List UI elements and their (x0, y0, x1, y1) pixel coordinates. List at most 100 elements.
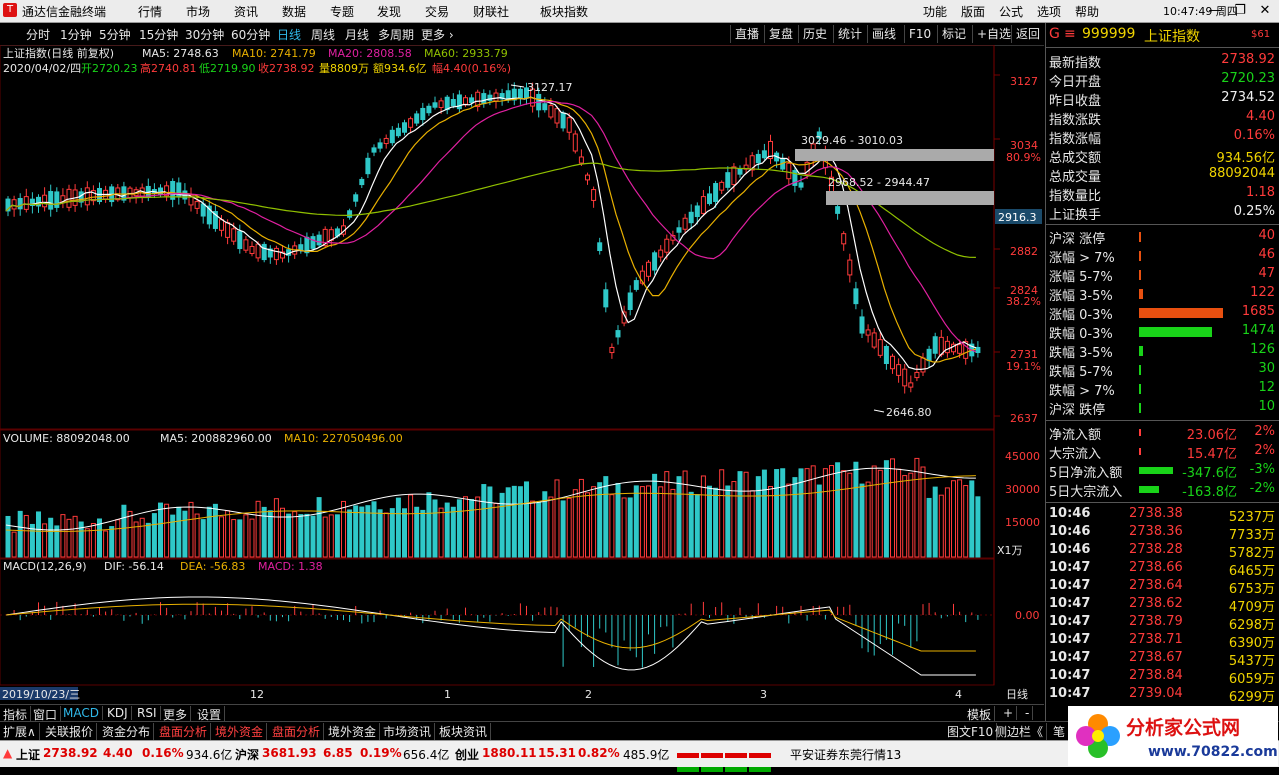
tab-sector-news[interactable]: 板块资讯 (436, 723, 492, 740)
zoom-in-button[interactable]: + (1000, 706, 1018, 720)
volume-bar (316, 497, 322, 558)
candle-body (572, 133, 578, 152)
period-60min[interactable]: 60分钟 (231, 28, 271, 42)
draw-button[interactable]: 画线 (867, 25, 900, 43)
menu-news[interactable]: 资讯 (234, 5, 259, 19)
period-multi[interactable]: 多周期 (378, 28, 415, 42)
volume-bar (365, 505, 371, 558)
volume-bar (414, 506, 420, 558)
tab-kdj[interactable]: KDJ (104, 706, 132, 720)
hs-amount: 656.4亿 (403, 748, 450, 762)
replay-button[interactable]: 复盘 (764, 25, 797, 43)
volume-bar (249, 518, 255, 558)
flow-bar (1139, 486, 1159, 493)
period-15min[interactable]: 15分钟 (139, 28, 179, 42)
candle-body (261, 243, 267, 261)
hs-change: 6.85 (323, 746, 353, 760)
period-tick[interactable]: 分时 (26, 28, 51, 42)
menu-cailianshe[interactable]: 财联社 (473, 5, 510, 19)
menu-sector-index[interactable]: 板块指数 (540, 5, 589, 19)
template-button[interactable]: 模板 (964, 706, 996, 723)
candle-body (646, 261, 651, 277)
tab-window[interactable]: 窗口 (30, 706, 62, 723)
tab-rsi[interactable]: RSI (134, 706, 161, 720)
menu-options[interactable]: 选项 (1037, 5, 1062, 19)
gap-label-2: 2968.52 - 2944.47 (828, 176, 930, 189)
close-icon[interactable]: ✕ (1259, 3, 1271, 18)
tab-related-quotes[interactable]: 关联报价 (42, 723, 98, 740)
menu-function[interactable]: 功能 (923, 5, 948, 19)
breadth-row: 涨幅 > 7% 46 (1049, 247, 1277, 266)
kline-chart[interactable]: 上证指数(日线 前复权) MA5: 2748.63 MA10: 2741.79 … (0, 45, 1044, 704)
zoom-out-button[interactable]: - (1022, 706, 1034, 720)
period-1min[interactable]: 1分钟 (60, 28, 92, 42)
tab-fund-distribution[interactable]: 资金分布 (99, 723, 155, 740)
period-monthly[interactable]: 月线 (345, 28, 370, 42)
history-button[interactable]: 历史 (798, 25, 831, 43)
f10-button[interactable]: F10 (904, 25, 935, 43)
tab-market-news[interactable]: 市场资讯 (380, 723, 436, 740)
volume-bar (66, 518, 72, 558)
tab-market-analysis[interactable]: 盘面分析 (156, 723, 212, 740)
mark-button[interactable]: 标记 (937, 25, 970, 43)
volume-bar (84, 528, 90, 558)
menu-market[interactable]: 市场 (186, 5, 211, 19)
candle-body (877, 339, 883, 356)
tab-foreign-capital[interactable]: 境外资金 (212, 723, 268, 740)
volume-bar (530, 500, 536, 558)
candle-body (395, 127, 401, 137)
candle-body (694, 205, 700, 218)
period-daily[interactable]: 日线 (277, 28, 302, 42)
menu-topics[interactable]: 专题 (330, 5, 355, 19)
tab-expand[interactable]: 扩展∧ (0, 723, 40, 740)
tab-more[interactable]: 更多 (160, 706, 192, 723)
tab-indicator[interactable]: 指标 (0, 706, 32, 723)
period-30min[interactable]: 30分钟 (185, 28, 225, 42)
menu-formula[interactable]: 公式 (999, 5, 1024, 19)
menu-data[interactable]: 数据 (282, 5, 307, 19)
period-more[interactable]: 更多 › (421, 28, 454, 42)
volume-bar (792, 477, 798, 558)
broker-server[interactable]: 平安证券东莞行情13 (790, 748, 902, 762)
volume-bar (499, 492, 505, 558)
vol-tick: 30000 (1005, 483, 1040, 496)
volume-bar (158, 502, 163, 558)
hs-name[interactable]: 沪深 (235, 748, 260, 762)
volume-bar (90, 522, 96, 558)
tick-volume: 6299万 (1228, 690, 1275, 705)
tab-sidebar[interactable]: 侧边栏《 (992, 723, 1048, 740)
menu-trade[interactable]: 交易 (425, 5, 450, 19)
add-watchlist-button[interactable]: +自选 (972, 25, 1015, 43)
breadth-bar (1139, 403, 1141, 413)
menu-icon[interactable]: ≡ (1064, 26, 1076, 42)
candle-body (383, 137, 389, 145)
period-5min[interactable]: 5分钟 (99, 28, 131, 42)
tab-macd[interactable]: MACD (60, 706, 103, 720)
tab-pen[interactable]: 笔 (1050, 723, 1070, 740)
period-weekly[interactable]: 周线 (311, 28, 336, 42)
candle-body (243, 239, 249, 251)
menu-help[interactable]: 帮助 (1075, 5, 1100, 19)
volume-bar (725, 485, 731, 558)
volume-bar (597, 482, 603, 558)
tab-settings[interactable]: 设置 (194, 706, 226, 723)
candle-body (682, 217, 688, 230)
menu-layout[interactable]: 版面 (961, 5, 986, 19)
restore-icon[interactable]: ❐ (1234, 3, 1246, 18)
tab-foreign-capital-2[interactable]: 境外资金 (325, 723, 381, 740)
tab-market-analysis-2[interactable]: 盘面分析 (269, 723, 325, 740)
candle-body (316, 234, 322, 246)
tick-price: 2738.67 (1129, 650, 1183, 665)
cy-name[interactable]: 创业 (455, 748, 480, 762)
live-button[interactable]: 直播 (730, 25, 763, 43)
menu-quotes[interactable]: 行情 (138, 5, 163, 19)
minimize-icon[interactable]: — (1208, 3, 1222, 18)
cursor-price-box (995, 209, 1042, 224)
month-tick: 3 (760, 688, 767, 701)
sh-name[interactable]: 上证 (16, 748, 41, 762)
menu-discover[interactable]: 发现 (377, 5, 402, 19)
back-button[interactable]: 返回 (1011, 25, 1044, 43)
stats-button[interactable]: 统计 (833, 25, 866, 43)
tab-f10-graphic[interactable]: 图文F10 (944, 723, 998, 740)
volume-bar (475, 496, 481, 558)
